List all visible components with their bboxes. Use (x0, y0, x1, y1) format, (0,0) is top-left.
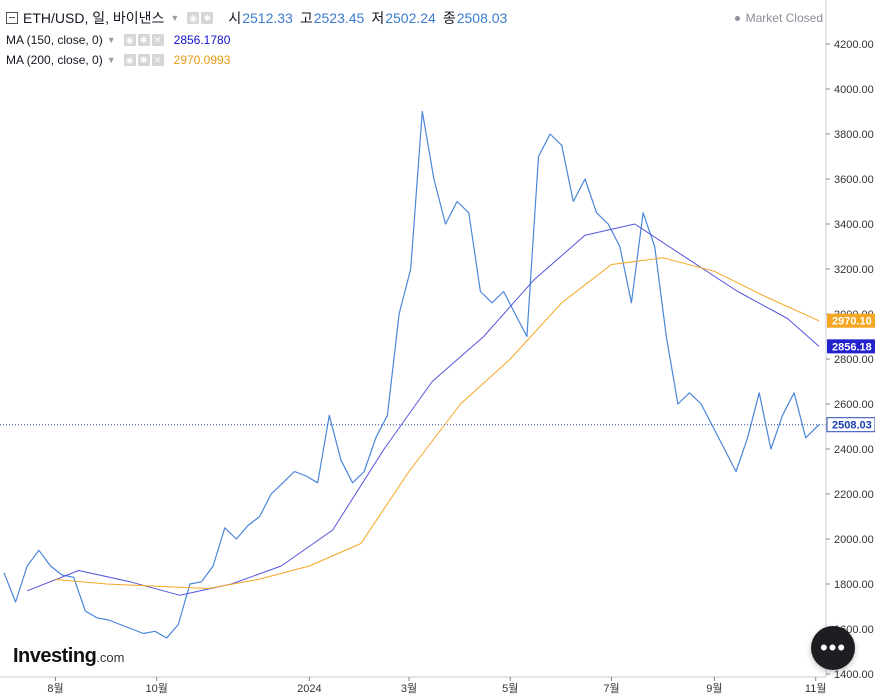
y-tick-label: 3600.00 (834, 174, 874, 186)
close-label: 종 (442, 10, 456, 26)
indicator-label: MA (150, close, 0) (6, 33, 103, 47)
x-tick-label: 9월 (706, 682, 722, 695)
low-value: 2502.24 (385, 10, 436, 26)
chevron-down-icon[interactable]: ▼ (170, 13, 180, 23)
x-tick-label: 7월 (603, 682, 619, 695)
x-axis[interactable]: 8월 10월 2024 3월 5월 7월 9월 11월 (0, 676, 827, 695)
open-label: 시 (228, 10, 242, 26)
indicator-ma200[interactable]: MA (200, close, 0) ▼ ◉ ✱ ✕ 2970.0993 (6, 51, 230, 69)
x-tick-label: 11월 (805, 682, 827, 695)
high-value: 2523.45 (313, 10, 365, 26)
indicator-ma150[interactable]: MA (150, close, 0) ▼ ◉ ✱ ✕ 2856.1780 (6, 31, 230, 49)
more-dots-icon[interactable]: ••• (811, 626, 855, 670)
eye-icon[interactable]: ◉ (123, 34, 136, 46)
close-tag: 2508.03 (832, 420, 872, 432)
status-dot-icon (734, 15, 740, 21)
ma150-tag: 2856.18 (832, 341, 872, 353)
high-label: 고 (299, 10, 313, 26)
close-value: 2508.03 (456, 10, 508, 26)
gear-icon[interactable]: ✱ (201, 12, 214, 24)
ma150-line (27, 223, 820, 596)
y-tick-label: 4200.00 (834, 39, 874, 51)
y-axis[interactable]: 1400.001600.001800.002000.002200.002400.… (825, 0, 874, 681)
x-tick-label: 3월 (401, 682, 417, 695)
price-tags: 2970.10 2856.18 2508.03 (826, 313, 875, 433)
price-line (3, 110, 820, 639)
collapse-legend-icon[interactable] (6, 12, 18, 24)
eye-icon[interactable]: ◉ (187, 12, 200, 24)
open-value: 2512.33 (242, 10, 293, 26)
plot-area[interactable] (0, 110, 826, 639)
x-tick-label: 10월 (146, 682, 168, 695)
chart-header: ETH/USD, 일, 바이낸스 ▼ ◉ ✱ 시 2512.33 고 2523.… (6, 8, 507, 28)
y-tick-label: 2000.00 (834, 534, 874, 546)
ma200-line (55, 257, 820, 589)
close-tag-bg (827, 417, 875, 432)
market-status-text: Market Closed (745, 11, 823, 25)
fab-glyph: ••• (819, 635, 847, 660)
y-tick-label: 4000.00 (834, 84, 874, 96)
ma150-tag-bg (827, 339, 875, 354)
indicator-value: 2856.1780 (173, 33, 231, 47)
x-tick-label: 2024 (297, 683, 321, 695)
chevron-down-icon[interactable]: ▼ (106, 35, 116, 45)
gear-icon[interactable]: ✱ (137, 54, 150, 66)
y-tick-label: 3200.00 (834, 264, 874, 276)
close-icon[interactable]: ✕ (151, 34, 164, 46)
y-tick-label: 2400.00 (834, 444, 874, 456)
x-tick-label: 5월 (502, 682, 518, 695)
y-tick-label: 2600.00 (834, 399, 874, 411)
close-icon[interactable]: ✕ (151, 54, 164, 66)
ma200-tag-bg (827, 313, 875, 328)
ohlc-values: 시 2512.33 고 2523.45 저 2502.24 종 2508.03 (221, 8, 507, 28)
chevron-down-icon[interactable]: ▼ (106, 55, 116, 65)
x-tick-label: 8월 (47, 682, 63, 695)
y-tick-label: 2800.00 (834, 354, 874, 366)
close-tag-border (826, 417, 875, 433)
market-status: Market Closed (734, 11, 823, 25)
y-tick-label: 3800.00 (834, 129, 874, 141)
logo-suffix: .com (96, 650, 125, 665)
y-tick-label: 2200.00 (834, 489, 874, 501)
investing-logo[interactable]: Investing.com (13, 645, 124, 668)
y-tick-label: 1800.00 (834, 579, 874, 591)
low-label: 저 (371, 10, 385, 26)
eye-icon[interactable]: ◉ (123, 54, 136, 66)
y-tick-label: 1400.00 (834, 669, 874, 681)
y-tick-label: 3400.00 (834, 219, 874, 231)
ma200-tag: 2970.10 (832, 316, 872, 328)
logo-text: Investing (13, 645, 97, 667)
symbol-title[interactable]: ETH/USD, 일, 바이낸스 (23, 10, 165, 26)
gear-icon[interactable]: ✱ (137, 34, 150, 46)
indicator-label: MA (200, close, 0) (6, 53, 103, 67)
indicator-value: 2970.0993 (173, 53, 231, 67)
